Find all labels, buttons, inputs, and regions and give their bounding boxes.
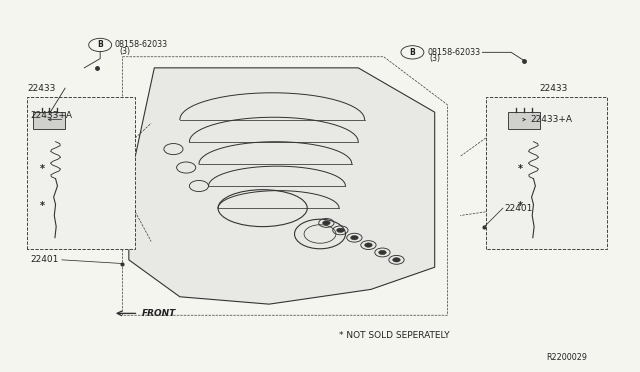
Circle shape bbox=[393, 258, 400, 262]
Text: 22433: 22433 bbox=[27, 84, 55, 93]
Circle shape bbox=[365, 243, 372, 247]
Text: 08158-62033: 08158-62033 bbox=[427, 48, 480, 57]
Text: B: B bbox=[410, 48, 415, 57]
Text: 08158-62033: 08158-62033 bbox=[115, 41, 168, 49]
Text: R2200029: R2200029 bbox=[547, 353, 588, 362]
Text: *: * bbox=[40, 164, 45, 174]
Text: (3): (3) bbox=[119, 47, 131, 56]
Circle shape bbox=[337, 228, 344, 232]
Text: 22433+A: 22433+A bbox=[30, 111, 72, 121]
Text: FRONT: FRONT bbox=[141, 309, 176, 318]
Text: *: * bbox=[518, 201, 524, 211]
Text: * NOT SOLD SEPERATELY: * NOT SOLD SEPERATELY bbox=[339, 331, 450, 340]
Circle shape bbox=[379, 250, 387, 255]
Text: B: B bbox=[97, 41, 103, 49]
Text: 22401: 22401 bbox=[30, 255, 58, 264]
Polygon shape bbox=[27, 97, 135, 249]
Circle shape bbox=[351, 235, 358, 240]
Text: 22401: 22401 bbox=[505, 203, 533, 213]
FancyBboxPatch shape bbox=[508, 112, 540, 129]
Text: (3): (3) bbox=[429, 54, 441, 63]
FancyBboxPatch shape bbox=[33, 112, 65, 129]
Text: *: * bbox=[518, 164, 524, 174]
Polygon shape bbox=[486, 97, 607, 249]
Polygon shape bbox=[129, 68, 435, 304]
Text: *: * bbox=[40, 201, 45, 211]
Text: 22433+A: 22433+A bbox=[531, 115, 572, 124]
Circle shape bbox=[323, 221, 330, 225]
Text: 22433: 22433 bbox=[540, 84, 568, 93]
